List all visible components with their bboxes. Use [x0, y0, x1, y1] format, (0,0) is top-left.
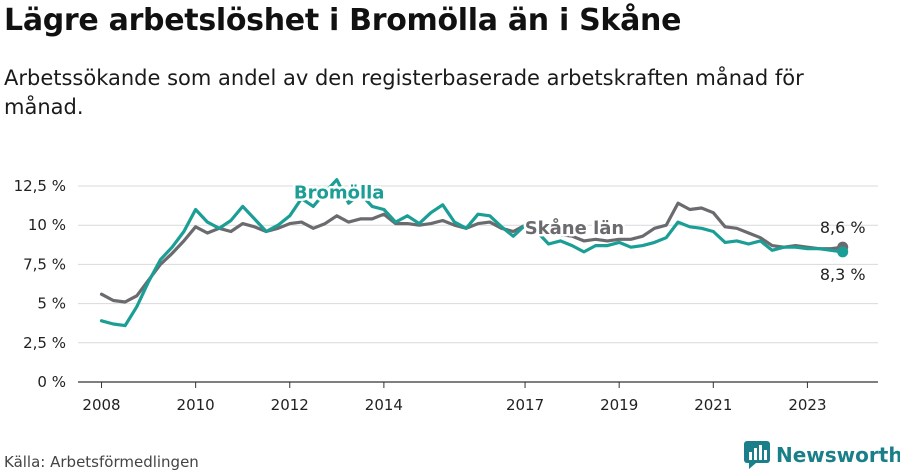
x-tick-label: 2017	[506, 396, 544, 414]
label-layer: 8,6 % 8,3 % Bromölla Skåne län	[291, 180, 866, 284]
x-tick-label: 2014	[365, 396, 403, 414]
brand-logo[interactable]: Newsworthy	[744, 441, 900, 469]
axis-layer: 0 % 2,5 % 5 % 7,5 % 10 % 12,5 % 2008 2010 2012 20…	[14, 177, 827, 414]
newsworthy-logo-icon	[744, 441, 770, 469]
x-tick-label: 2023	[788, 396, 826, 414]
x-tick-label: 2021	[694, 396, 732, 414]
series-line-bromolla	[99, 178, 845, 328]
y-tick-label: 0 %	[37, 373, 66, 391]
chart-subtitle: Arbetssökande som andel av den registerb…	[4, 66, 804, 119]
y-tick-label: 7,5 %	[23, 255, 66, 273]
series-layer	[99, 178, 849, 328]
end-label-bromolla: 8,3 %	[820, 265, 866, 284]
y-tick-label: 10 %	[28, 216, 66, 234]
source-note: Källa: Arbetsförmedlingen	[4, 453, 199, 471]
x-tick-label: 2019	[600, 396, 638, 414]
brand-name: Newsworthy	[776, 443, 900, 467]
series-label-bromolla: Bromölla	[294, 183, 385, 204]
y-tick-label: 12,5 %	[14, 177, 66, 195]
end-label-skane: 8,6 %	[820, 218, 866, 237]
x-tick-label: 2012	[271, 396, 309, 414]
series-label-skane: Skåne län	[525, 217, 625, 239]
y-tick-label: 5 %	[37, 295, 66, 313]
x-tick-label: 2008	[82, 396, 120, 414]
chart-title: Lägre arbetslöshet i Bromölla än i Skåne	[4, 3, 682, 38]
x-tick-label: 2010	[177, 396, 215, 414]
series-line-skane	[99, 201, 845, 304]
end-marker-bromolla	[837, 246, 849, 258]
y-tick-label: 2,5 %	[23, 334, 66, 352]
